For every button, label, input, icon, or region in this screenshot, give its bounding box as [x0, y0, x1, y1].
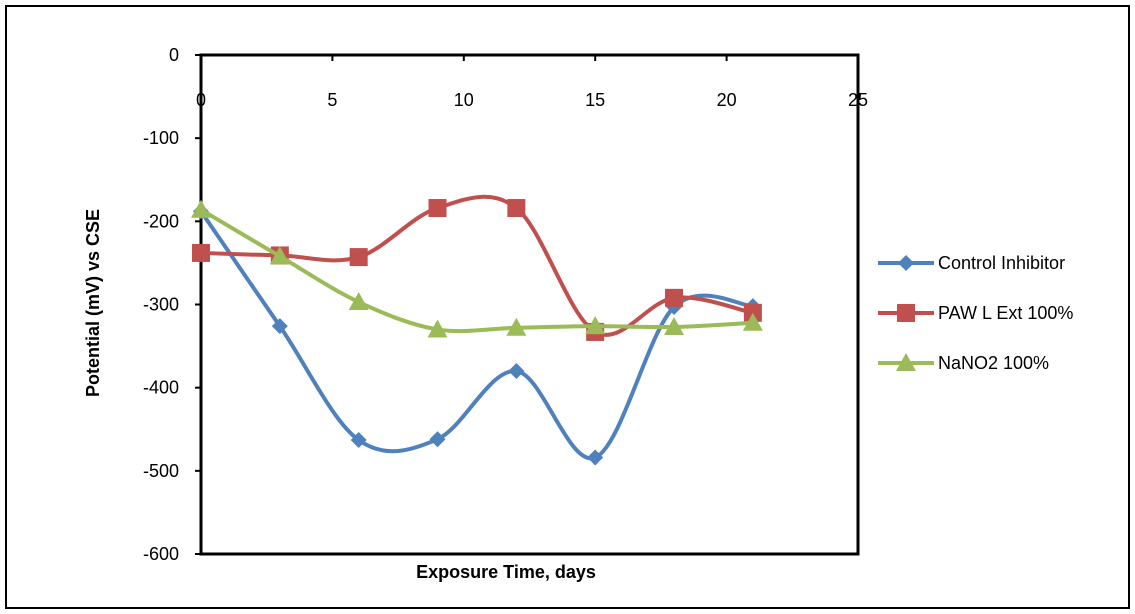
data-point	[271, 318, 288, 335]
x-tick-label: 15	[585, 90, 605, 110]
series-line	[200, 194, 754, 337]
y-tick-label: -100	[143, 128, 179, 148]
legend-label: PAW L Ext 100%	[938, 303, 1073, 323]
legend-label: Control Inhibitor	[938, 253, 1065, 273]
data-point	[269, 246, 290, 265]
y-tick-label: -300	[143, 295, 179, 315]
data-point	[350, 432, 367, 449]
x-tick-label: 20	[717, 90, 737, 110]
y-axis-title: Potential (mV) vs CSE	[83, 209, 103, 397]
legend-marker	[896, 353, 916, 371]
data-point	[665, 288, 684, 307]
data-point	[585, 316, 606, 335]
data-point	[349, 248, 368, 267]
y-axis-ticks: 0 -100 -200 -300 -400 -500 -600	[143, 45, 201, 564]
x-axis-title: Exposure Time, days	[416, 562, 596, 582]
y-tick-label: -200	[143, 211, 179, 231]
x-tick-label: 0	[196, 90, 206, 110]
data-point	[587, 449, 604, 466]
chart-frame	[5, 5, 1130, 609]
data-point	[742, 312, 763, 331]
legend: Control Inhibitor PAW L Ext 100% NaNO2 100…	[878, 253, 1073, 373]
x-axis-ticks: 0 5 10 15 20 25	[196, 55, 868, 110]
x-tick-label: 25	[848, 90, 868, 110]
series-1	[192, 194, 762, 341]
series-2	[191, 199, 763, 338]
y-tick-label: 0	[169, 45, 179, 65]
y-tick-label: -400	[143, 378, 179, 398]
data-point	[664, 316, 685, 335]
data-point	[348, 292, 369, 311]
data-point	[192, 243, 210, 262]
data-point	[506, 317, 527, 336]
data-point	[429, 431, 446, 448]
legend-item: Control Inhibitor	[878, 253, 1065, 273]
data-point	[191, 199, 211, 218]
data-point	[428, 199, 447, 218]
x-tick-label: 5	[327, 90, 337, 110]
legend-marker	[897, 304, 915, 322]
data-point	[508, 363, 525, 380]
series-layer	[191, 194, 763, 466]
legend-marker	[898, 255, 914, 271]
x-tick-label: 10	[454, 90, 474, 110]
legend-item: NaNO2 100%	[878, 353, 1049, 373]
y-tick-label: -500	[143, 461, 179, 481]
legend-label: NaNO2 100%	[938, 353, 1049, 373]
y-tick-label: -600	[143, 544, 179, 564]
series-line	[199, 210, 754, 461]
data-point	[427, 319, 448, 338]
legend-item: PAW L Ext 100%	[878, 303, 1073, 323]
data-point	[507, 199, 526, 218]
